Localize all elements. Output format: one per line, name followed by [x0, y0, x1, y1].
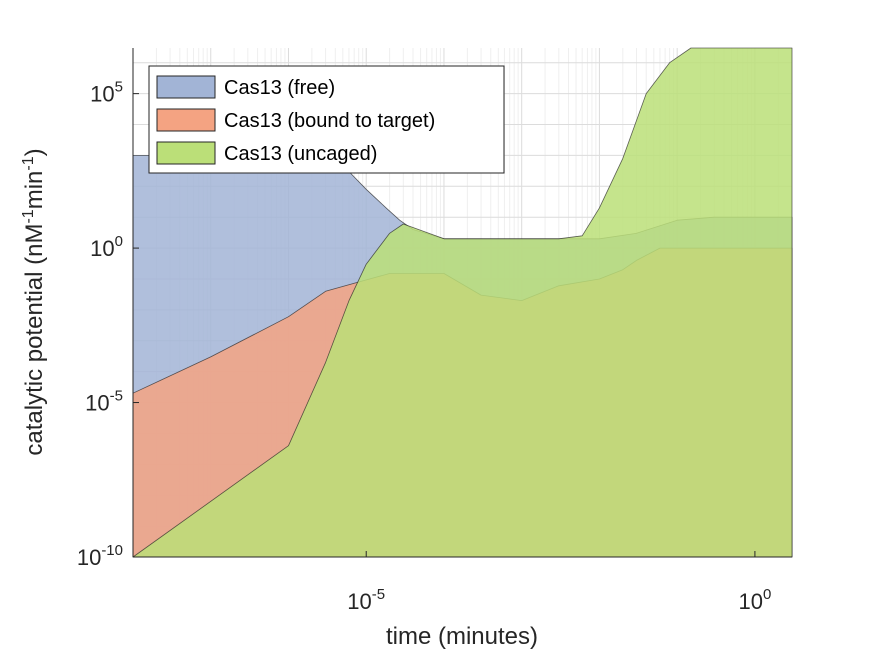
x-tick-label: 100	[738, 586, 771, 614]
legend-swatch	[156, 141, 216, 165]
legend-swatch	[156, 75, 216, 99]
y-tick-label: 10-5	[85, 388, 123, 416]
y-axis-label: catalytic potential (nM-1min-1)	[20, 148, 48, 455]
axes	[132, 48, 792, 558]
y-tick-label: 105	[90, 79, 123, 107]
legend-label: Cas13 (free)	[224, 77, 335, 99]
legend-swatch	[156, 108, 216, 132]
legend-label: Cas13 (uncaged)	[224, 143, 377, 165]
legend: Cas13 (free) Cas13 (bound to target) Cas13…	[148, 65, 505, 174]
x-axis-label: time (minutes)	[386, 623, 538, 650]
area-series	[132, 47, 793, 558]
tick-labels: 10-5 100 10-10 10-5 100 105	[77, 79, 771, 614]
y-tick-label: 100	[90, 233, 123, 261]
y-tick-label: 10-10	[77, 542, 123, 570]
legend-label: Cas13 (bound to target)	[224, 110, 435, 132]
area-3	[132, 47, 793, 558]
x-tick-label: 10-5	[347, 586, 385, 614]
